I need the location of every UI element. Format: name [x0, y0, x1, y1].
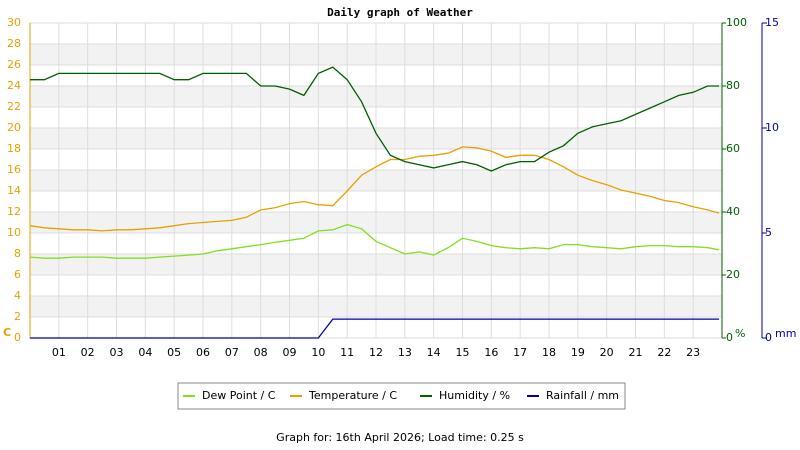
- y-tick-label: 10: [7, 226, 21, 239]
- y2-axis-label: %: [735, 327, 745, 340]
- y-tick-label: 14: [7, 184, 21, 197]
- x-tick-label: 12: [369, 346, 383, 359]
- y-tick-label: 22: [7, 100, 21, 113]
- x-tick-label: 06: [196, 346, 210, 359]
- series-line: [30, 66, 720, 172]
- x-tick-label: 13: [398, 346, 412, 359]
- chart-title: Daily graph of Weather: [327, 6, 473, 19]
- y-tick-label: 12: [7, 205, 21, 218]
- y-tick-label: 0: [14, 331, 21, 344]
- x-tick-label: 18: [542, 346, 556, 359]
- y3-tick-label: 10: [765, 121, 779, 134]
- x-tick-label: 04: [138, 346, 152, 359]
- y-tick-label: 18: [7, 142, 21, 155]
- y-tick-label: 28: [7, 37, 21, 50]
- x-tick-label: 20: [600, 346, 614, 359]
- x-tick-label: 22: [657, 346, 671, 359]
- x-tick-label: 10: [311, 346, 325, 359]
- x-tick-label: 07: [225, 346, 239, 359]
- y2-tick-label: 0: [726, 331, 733, 344]
- x-tick-label: 19: [571, 346, 585, 359]
- x-tick-label: 05: [167, 346, 181, 359]
- y2-tick-label: 100: [726, 16, 747, 29]
- x-tick-label: 14: [427, 346, 441, 359]
- x-tick-label: 15: [456, 346, 470, 359]
- y2-tick-label: 20: [726, 268, 740, 281]
- y-tick-label: 2: [14, 310, 21, 323]
- y3-axis-label: mm: [775, 327, 796, 340]
- x-tick-label: 08: [254, 346, 268, 359]
- y3-tick-label: 15: [765, 16, 779, 29]
- y-tick-label: 4: [14, 289, 21, 302]
- x-tick-label: 01: [52, 346, 66, 359]
- series-line: [30, 318, 720, 339]
- x-tick-label: 11: [340, 346, 354, 359]
- legend-label: Humidity / %: [439, 389, 510, 402]
- y-tick-label: 6: [14, 268, 21, 281]
- y3-tick-label: 0: [765, 331, 772, 344]
- y-tick-label: 24: [7, 79, 21, 92]
- y-axis-label: C: [3, 326, 11, 339]
- y-tick-label: 8: [14, 247, 21, 260]
- y-tick-label: 16: [7, 163, 21, 176]
- x-tick-label: 03: [110, 346, 124, 359]
- x-tick-label: 23: [686, 346, 700, 359]
- y2-tick-label: 80: [726, 79, 740, 92]
- y-tick-label: 20: [7, 121, 21, 134]
- legend-box: [177, 382, 626, 410]
- legend-label: Rainfall / mm: [546, 389, 619, 402]
- y-tick-label: 26: [7, 58, 21, 71]
- x-tick-label: 16: [484, 346, 498, 359]
- x-tick-label: 09: [283, 346, 297, 359]
- series-line: [29, 223, 720, 259]
- x-tick-label: 02: [81, 346, 95, 359]
- series-line: [29, 146, 720, 232]
- y3-tick-label: 5: [765, 226, 772, 239]
- y-tick-label: 30: [7, 16, 21, 29]
- x-tick-label: 17: [513, 346, 527, 359]
- y2-tick-label: 40: [726, 205, 740, 218]
- y2-tick-label: 60: [726, 142, 740, 155]
- footer: Graph for: 16th April 2026; Load time: 0…: [276, 431, 524, 444]
- x-tick-label: 21: [629, 346, 643, 359]
- legend-label: Temperature / C: [308, 389, 397, 402]
- legend-label: Dew Point / C: [202, 389, 276, 402]
